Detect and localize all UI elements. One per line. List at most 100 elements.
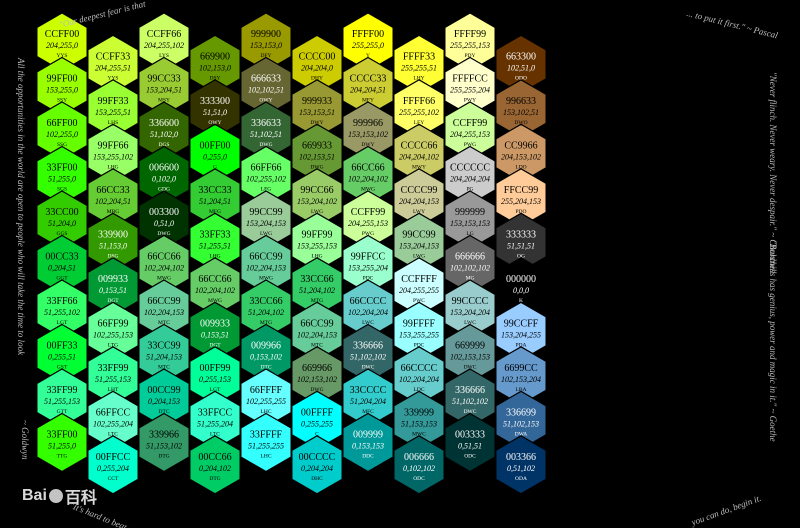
hex-name-code: OWY: [259, 98, 272, 104]
hex-name-code: MTC: [311, 342, 323, 348]
hex-code: 336600: [149, 118, 179, 129]
hex-name-code: C: [315, 431, 319, 437]
hex-code: 66CC66: [198, 274, 231, 285]
hex-name-code: LYS: [159, 53, 169, 59]
hex-name-code: MG: [466, 276, 475, 282]
hex-name-code: LWG: [260, 231, 272, 237]
hex-code: 66CC99: [300, 318, 333, 329]
hex-code: 33FF99: [46, 385, 77, 396]
hex-code: 009966: [251, 341, 281, 352]
hex-rgb: 153,153,51: [299, 108, 335, 117]
hex-name-code: G: [213, 164, 217, 170]
hex-code: 339999: [404, 407, 434, 418]
hex-name-code: Y: [366, 53, 370, 59]
hex-code: 66FF66: [250, 163, 281, 174]
hex-rgb: 102,255,153: [93, 330, 133, 339]
hex-name-code: DTC: [159, 409, 170, 415]
hex-name-code: LFY: [414, 120, 424, 126]
hex-code: 003333: [455, 430, 485, 441]
hex-rgb: 0,204,153: [148, 397, 180, 406]
hex-rgb: 102,204,102: [195, 286, 235, 295]
hex-code: 00CC99: [147, 385, 180, 396]
hex-code: 669999: [455, 341, 485, 352]
hex-rgb: 153,255,102: [93, 152, 133, 161]
hex-code: 333300: [200, 96, 230, 107]
hex-name-code: LHC: [261, 409, 272, 415]
hex-code: CCFF66: [147, 29, 181, 40]
hex-rgb: 102,153,0: [199, 63, 231, 72]
hex-rgb: 102,102,102: [450, 264, 490, 273]
hex-name-code: SGS: [57, 187, 67, 193]
hex-code: CCCC66: [401, 140, 438, 151]
hex-name-code: DWY: [361, 142, 374, 148]
hex-name-code: DGT: [107, 298, 119, 304]
hex-code: CCFFFF: [401, 274, 437, 285]
hex-code: 66CC99: [249, 252, 282, 263]
hex-rgb: 102,153,51: [299, 152, 335, 161]
hex-rgb: 0,255,255: [301, 419, 333, 428]
hex-rgb: 255,204,153: [501, 197, 541, 206]
hex-name-code: ODA: [515, 476, 527, 482]
hex-name-code: LDC: [414, 387, 425, 393]
hex-name-code: LFG: [261, 187, 271, 193]
hex-code: 999900: [251, 29, 281, 40]
hex-code: 66CCCC: [350, 296, 387, 307]
hex-name-code: MFY: [362, 98, 374, 104]
hex-code: CCFF33: [96, 51, 130, 62]
hex-rgb: 51,255,102: [44, 308, 80, 317]
hex-rgb: 0,51,0: [154, 219, 174, 228]
hex-rgb: 153,153,102: [348, 130, 388, 139]
hex-code: 99FF66: [97, 140, 128, 151]
hex-code: 339966: [149, 430, 179, 441]
hex-code: CCFF99: [453, 118, 487, 129]
hex-name-code: LHG: [107, 164, 118, 170]
hex-code: 999966: [353, 118, 383, 129]
hex-rgb: 51,204,0: [48, 219, 76, 228]
hex-code: 6699CC: [504, 363, 538, 374]
hex-rgb: 0,0,0: [513, 286, 529, 295]
hex-swatch: [342, 412, 394, 473]
hex-name-code: LDO: [515, 164, 526, 170]
hex-code: 99CC99: [402, 229, 435, 240]
hex-rgb: 255,255,51: [401, 63, 437, 72]
hex-code: 66FF00: [46, 118, 77, 129]
hex-rgb: 51,102,153: [503, 419, 539, 428]
hex-rgb: 102,153,204: [501, 375, 541, 384]
hex-code: 66CC66: [351, 163, 384, 174]
hex-name-code: LHG: [311, 253, 322, 259]
hex-code: 99FFCC: [351, 252, 386, 263]
hex-rgb: 0,255,153: [199, 375, 231, 384]
hex-rgb: 0,153,51: [201, 330, 229, 339]
hex-rgb: 153,255,204: [348, 264, 388, 273]
hex-rgb: 51,102,51: [250, 130, 282, 139]
hex-rgb: 204,255,51: [95, 63, 131, 72]
hex-rgb: 51,204,102: [299, 286, 335, 295]
hex-name-code: TTG: [57, 454, 68, 460]
hex-rgb: 153,153,153: [450, 219, 490, 228]
hex-rgb: 51,255,51: [199, 241, 231, 250]
hex-code: 33FFCC: [198, 407, 233, 418]
